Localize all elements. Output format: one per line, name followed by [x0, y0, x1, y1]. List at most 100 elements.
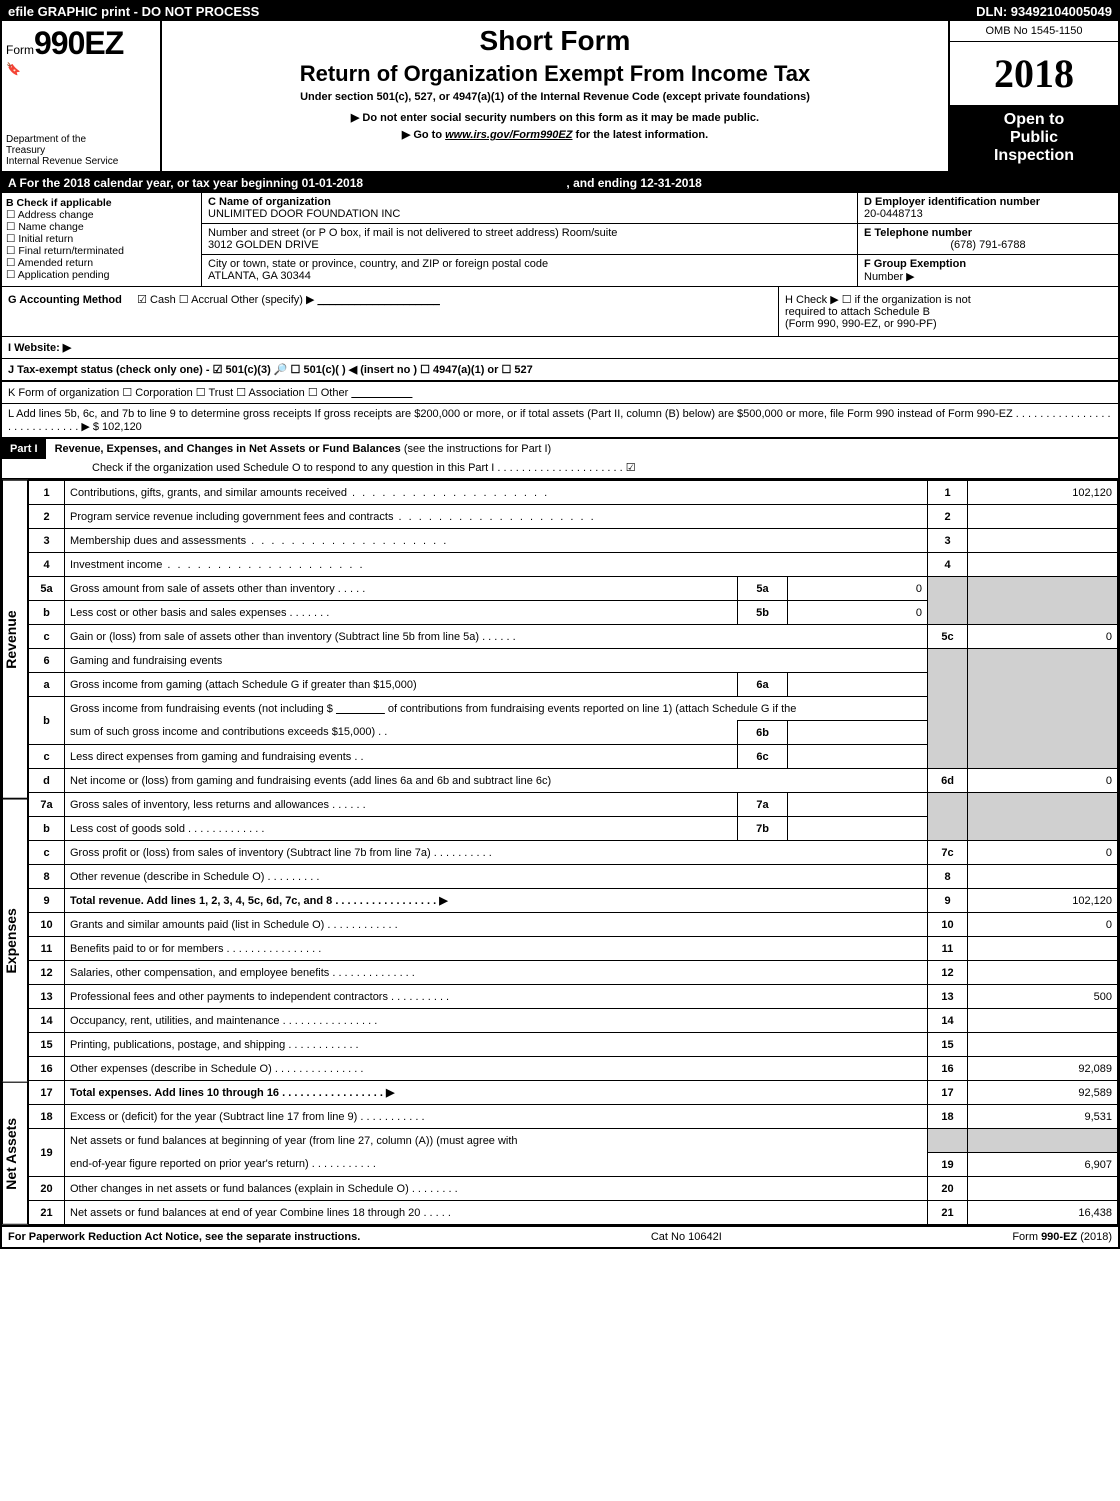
line-desc: Professional fees and other payments to … [70, 991, 388, 1003]
i-website: I Website: ▶ [2, 337, 1118, 359]
line-val: 0 [968, 841, 1118, 865]
d-label: D Employer identification number [864, 196, 1112, 208]
check-final-return[interactable]: Final return/terminated [6, 245, 197, 257]
table-row: 5aGross amount from sale of assets other… [29, 577, 1118, 601]
goto-link[interactable]: www.irs.gov/Form990EZ [445, 129, 572, 141]
line-desc: Excess or (deficit) for the year (Subtra… [70, 1111, 357, 1123]
line-val [968, 1177, 1118, 1201]
k-form-org: K Form of organization ☐ Corporation ☐ T… [2, 382, 1118, 404]
topbar-left: efile GRAPHIC print - DO NOT PROCESS As … [8, 4, 365, 19]
line-val [968, 865, 1118, 889]
line-num: 2 [29, 505, 65, 529]
line-ref: 21 [928, 1201, 968, 1225]
street-value: 3012 GOLDEN DRIVE [208, 239, 851, 251]
grey-cell [928, 793, 968, 841]
street-cell: Number and street (or P O box, if mail i… [202, 224, 857, 255]
check-address-change[interactable]: Address change [6, 209, 197, 221]
line-val [968, 505, 1118, 529]
line-ref: 14 [928, 1009, 968, 1033]
line-desc: Net income or (loss) from gaming and fun… [65, 769, 928, 793]
goto-line: ▶ Go to www.irs.gov/Form990EZ for the la… [168, 128, 942, 141]
table-row: 8Other revenue (describe in Schedule O) … [29, 865, 1118, 889]
f-label: F Group Exemption [864, 258, 966, 270]
line-ref: 7c [928, 841, 968, 865]
omb-number: OMB No 1545-1150 [950, 21, 1118, 42]
line-val: 92,589 [968, 1081, 1118, 1105]
h-line3: (Form 990, 990-EZ, or 990-PF) [785, 318, 1112, 330]
line-desc: Net assets or fund balances at beginning… [65, 1129, 928, 1153]
line-num: 19 [29, 1129, 65, 1177]
check-initial-return[interactable]: Initial return [6, 233, 197, 245]
table-row: 4Investment income4 [29, 553, 1118, 577]
table-row: 17Total expenses. Add lines 10 through 1… [29, 1081, 1118, 1105]
table-row: 21Net assets or fund balances at end of … [29, 1201, 1118, 1225]
subtitle: Under section 501(c), 527, or 4947(a)(1)… [168, 91, 942, 103]
grey-cell [928, 577, 968, 625]
e-label: E Telephone number [864, 227, 1112, 239]
line-num: 13 [29, 985, 65, 1009]
group-exemption-cell: F Group Exemption Number ▶ [858, 255, 1118, 286]
line-val [968, 961, 1118, 985]
box-def: D Employer identification number 20-0448… [858, 193, 1118, 286]
line-ref: 5c [928, 625, 968, 649]
line-val: 0 [968, 769, 1118, 793]
header-row: Form990EZ 🔖 Department of the Treasury I… [2, 21, 1118, 173]
ein-cell: D Employer identification number 20-0448… [858, 193, 1118, 224]
box-b-label: B Check if applicable [6, 197, 197, 209]
cal-mid: , and ending [563, 176, 640, 190]
line-val: 9,531 [968, 1105, 1118, 1129]
j-text[interactable]: J Tax-exempt status (check only one) - ☑… [8, 364, 533, 376]
line-desc: Total revenue. Add lines 1, 2, 3, 4, 5c,… [65, 889, 928, 913]
sub-val [788, 817, 928, 841]
g-options[interactable]: ☑ Cash ☐ Accrual Other (specify) ▶ [137, 294, 317, 306]
table-row: 19Net assets or fund balances at beginni… [29, 1129, 1118, 1153]
h-line1[interactable]: H Check ▶ ☐ if the organization is not [785, 293, 1112, 306]
org-name: UNLIMITED DOOR FOUNDATION INC [208, 208, 851, 220]
part1-check[interactable]: Check if the organization used Schedule … [2, 459, 1118, 478]
line-num: 21 [29, 1201, 65, 1225]
line-num: 1 [29, 481, 65, 505]
line-desc: Occupancy, rent, utilities, and maintena… [70, 1015, 280, 1027]
box-c: C Name of organization UNLIMITED DOOR FO… [202, 193, 858, 286]
footer-mid: Cat No 10642I [651, 1231, 722, 1243]
line-desc2: end-of-year figure reported on prior yea… [70, 1158, 309, 1170]
line-num: 9 [29, 889, 65, 913]
part1-note: (see the instructions for Part I) [404, 443, 551, 455]
table-row: 14 Occupancy, rent, utilities, and mainte… [29, 1009, 1118, 1033]
line-num: 15 [29, 1033, 65, 1057]
line-num: 16 [29, 1057, 65, 1081]
dept-line3: Internal Revenue Service [6, 156, 156, 167]
table-row: 13 Professional fees and other payments t… [29, 985, 1118, 1009]
check-name-change[interactable]: Name change [6, 221, 197, 233]
check-application-pending[interactable]: Application pending [6, 269, 197, 281]
line-num: 10 [29, 913, 65, 937]
open-line1: Open to [954, 111, 1114, 129]
g-accounting: G Accounting Method ☑ Cash ☐ Accrual Oth… [2, 287, 778, 336]
footer: For Paperwork Reduction Act Notice, see … [2, 1225, 1118, 1247]
open-public-box: Open to Public Inspection [950, 105, 1118, 171]
part1-label: Part I [2, 439, 46, 459]
goto-suffix: for the latest information. [572, 129, 708, 141]
goto-prefix: ▶ Go to [402, 129, 445, 141]
line-ref: 8 [928, 865, 968, 889]
form-container: efile GRAPHIC print - DO NOT PROCESS As … [0, 0, 1120, 1249]
grey-cell [968, 1129, 1118, 1153]
city-value: ATLANTA, GA 30344 [208, 270, 851, 282]
line-desc2: of contributions from fundraising events… [385, 703, 797, 715]
table-row: 16Other expenses (describe in Schedule O… [29, 1057, 1118, 1081]
table-row: 20Other changes in net assets or fund ba… [29, 1177, 1118, 1201]
part1-title: Revenue, Expenses, and Changes in Net As… [49, 439, 558, 459]
line-num: a [29, 673, 65, 697]
part1-header-row: Part I Revenue, Expenses, and Changes in… [2, 439, 1118, 480]
check-amended-return[interactable]: Amended return [6, 257, 197, 269]
k-text[interactable]: K Form of organization ☐ Corporation ☐ T… [8, 387, 351, 399]
grey-cell [968, 793, 1118, 841]
g-other-line[interactable]: ____________________ [318, 294, 440, 306]
h-line2: required to attach Schedule B [785, 306, 1112, 318]
line-num: 8 [29, 865, 65, 889]
line-val [968, 1033, 1118, 1057]
sub-val [788, 721, 928, 745]
i-label: I Website: ▶ [8, 342, 71, 354]
form-prefix: Form [6, 43, 34, 57]
line-num: c [29, 625, 65, 649]
